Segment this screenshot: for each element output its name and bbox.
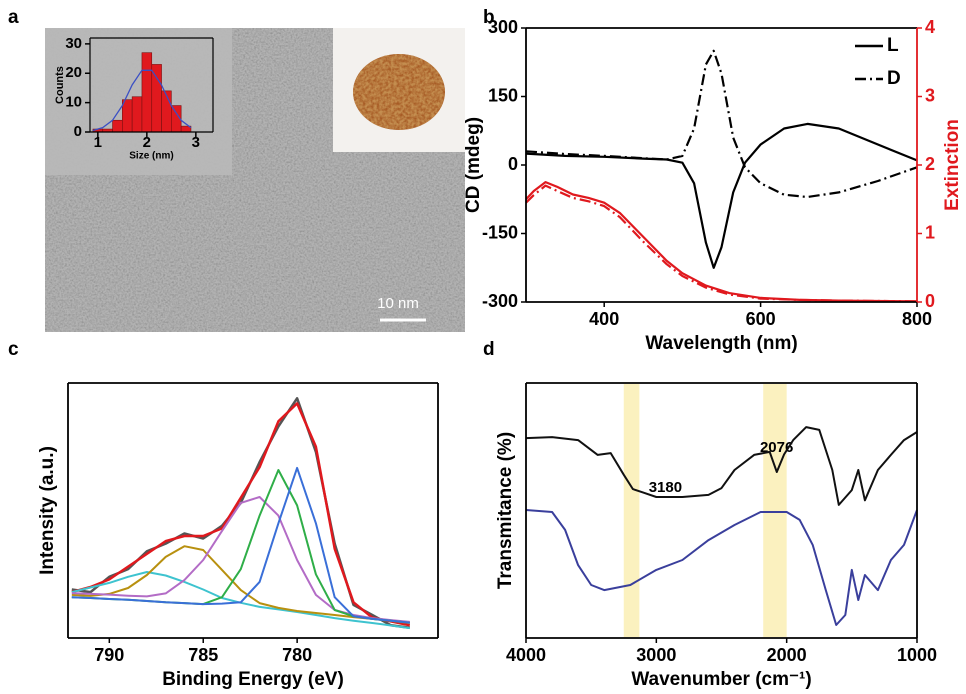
x-tick-label: 800 (902, 309, 932, 329)
y-tick-label: 0 (508, 154, 518, 174)
panel-label: d (483, 339, 495, 360)
series-line (71, 545, 410, 624)
bar (112, 119, 123, 133)
y-tick-label: 20 (65, 64, 82, 81)
legend-label: D (887, 68, 901, 89)
x-axis-label: Wavenumber (cm⁻¹) (631, 669, 811, 690)
x-tick-label: 600 (746, 309, 776, 329)
x-tick-label: 780 (282, 645, 312, 665)
x-axis-label: Size (nm) (129, 151, 173, 162)
series-line (71, 397, 410, 630)
x-tick-label: 400 (589, 309, 619, 329)
bar (131, 96, 143, 133)
fit-curve (92, 69, 192, 132)
x-tick-label: 790 (94, 645, 124, 665)
legend-label: L (887, 35, 899, 56)
y-tick-label: 300 (488, 17, 518, 37)
y-axis-label: Counts (54, 66, 66, 104)
y2-tick-label: 4 (925, 17, 935, 37)
x-tick-label: 1000 (897, 645, 937, 665)
x-axis-label: Wavelength (nm) (645, 333, 797, 354)
bar (122, 99, 133, 133)
scale-bar-label: 10 nm (377, 295, 419, 312)
series-line (525, 509, 918, 626)
y-tick-label: 150 (488, 85, 518, 105)
y-tick-label: -300 (482, 291, 518, 311)
x-axis-label: Binding Energy (eV) (162, 669, 344, 690)
series-line (525, 122, 918, 269)
y-axis-label: CD (mdeg) (463, 117, 484, 213)
y2-tick-label: 0 (925, 291, 935, 311)
y2-tick-label: 3 (925, 85, 935, 105)
x-tick-label: 3000 (636, 645, 676, 665)
series-line (525, 426, 918, 506)
bar (161, 90, 172, 133)
y-tick-label: 0 (74, 123, 82, 140)
y2-axis-label: Extinction (942, 119, 963, 211)
panel-label: b (483, 7, 495, 28)
series-line (71, 466, 410, 624)
y-tick-label: 10 (65, 94, 82, 111)
y2-tick-label: 1 (925, 222, 935, 242)
x-tick-label: 3 (192, 134, 200, 151)
bar (141, 52, 153, 133)
y-tick-label: -150 (482, 222, 518, 242)
highlight-band (763, 384, 787, 637)
y-axis-label: Transmitance (%) (495, 432, 516, 589)
x-tick-label: 2000 (767, 645, 807, 665)
y-tick-label: 30 (65, 35, 82, 52)
series-line (525, 184, 918, 303)
series-line (71, 402, 411, 627)
panel-label: c (8, 339, 19, 360)
band-label: 3180 (649, 479, 682, 496)
y2-tick-label: 2 (925, 154, 935, 174)
bar (151, 64, 162, 133)
highlight-band (623, 384, 640, 637)
series-line (525, 49, 918, 199)
x-tick-label: 1 (94, 134, 102, 151)
powder-texture (353, 54, 445, 130)
panel-label: a (8, 7, 19, 28)
x-tick-label: 2 (143, 134, 151, 151)
y-axis-label: Intensity (a.u.) (37, 446, 58, 575)
x-tick-label: 4000 (506, 645, 546, 665)
x-tick-label: 785 (188, 645, 218, 665)
